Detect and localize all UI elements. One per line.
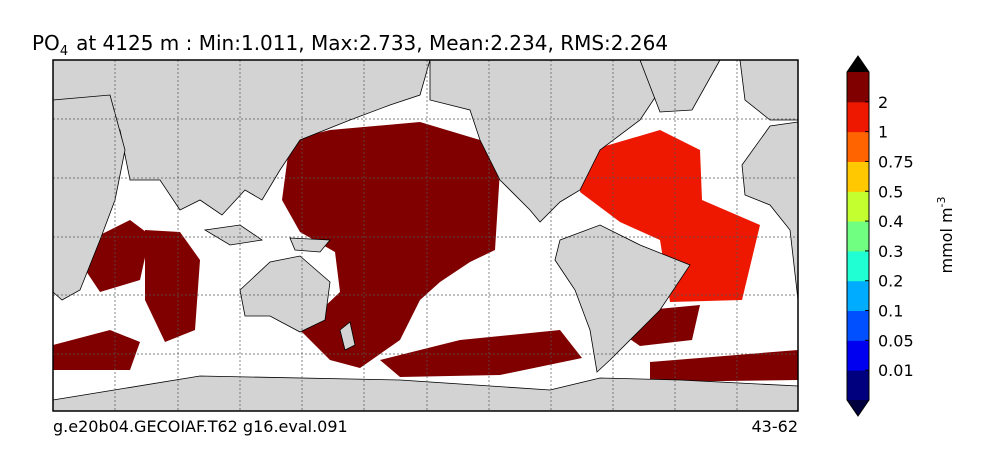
land bbox=[554, 224, 691, 373]
colorbar-label: mmol m-3 bbox=[935, 196, 956, 273]
colorbar-over bbox=[847, 56, 869, 72]
graticule bbox=[53, 60, 798, 411]
map-frame bbox=[52, 59, 799, 412]
colorbar-segment bbox=[847, 161, 869, 192]
patch bbox=[282, 122, 500, 368]
land bbox=[52, 59, 431, 216]
colorbar-tick-label: 0.1 bbox=[878, 302, 903, 321]
title-species: PO bbox=[32, 31, 60, 55]
land bbox=[289, 237, 331, 253]
colorbar-tick-label: 0.01 bbox=[878, 361, 914, 380]
patch bbox=[650, 350, 798, 382]
map bbox=[52, 59, 799, 412]
colorbar-segment bbox=[847, 221, 869, 252]
colorbar-label-sup: -3 bbox=[935, 196, 948, 207]
colorbar-segment bbox=[847, 370, 869, 401]
footer-left: g.e20b04.GECOIAF.T62 g16.eval.091 bbox=[53, 417, 348, 436]
colorbar-tick-label: 0.4 bbox=[878, 212, 903, 231]
colorbar-segment bbox=[847, 101, 869, 133]
colorbar-segment bbox=[847, 72, 869, 103]
colorbar-segment bbox=[847, 250, 869, 282]
title-subscript: 4 bbox=[60, 44, 68, 59]
colorbar-tick-label: 0.5 bbox=[878, 182, 903, 201]
land bbox=[203, 224, 264, 246]
land bbox=[239, 255, 331, 333]
colorbar-tick-label: 0.3 bbox=[878, 242, 903, 261]
patch bbox=[380, 330, 582, 377]
colorbar-segment bbox=[847, 191, 869, 222]
land bbox=[741, 121, 799, 301]
patch bbox=[145, 230, 200, 342]
colorbar-segment bbox=[847, 340, 869, 371]
footer-right: 43-62 bbox=[752, 417, 799, 436]
patch bbox=[580, 130, 760, 302]
colorbar-under bbox=[847, 400, 869, 416]
colorbar-segment bbox=[847, 280, 869, 312]
colorbar-segment bbox=[847, 131, 869, 162]
colorbar-tick-label: 1 bbox=[878, 123, 888, 142]
colorbar: 0.01 0.05 0.1 0.2 0.3 0.4 0.5 0.75 1 2 bbox=[846, 55, 914, 417]
colorbar-frame bbox=[846, 55, 870, 417]
title: PO4 at 4125 m : Min:1.011, Max:2.733, Mea… bbox=[32, 31, 668, 59]
colorbar-label-text: mmol m bbox=[937, 207, 956, 273]
patch bbox=[53, 330, 140, 370]
colorbar-tick-label: 2 bbox=[878, 93, 888, 112]
colorbar-tick-label: 0.75 bbox=[878, 152, 914, 171]
title-rest: at 4125 m : Min:1.011, Max:2.733, Mean:2… bbox=[76, 31, 668, 55]
land bbox=[339, 321, 356, 351]
colorbar-tick-label: 0.2 bbox=[878, 272, 903, 291]
colorbar-tick-label: 0.05 bbox=[878, 331, 914, 350]
colorbar-segment bbox=[847, 310, 869, 341]
